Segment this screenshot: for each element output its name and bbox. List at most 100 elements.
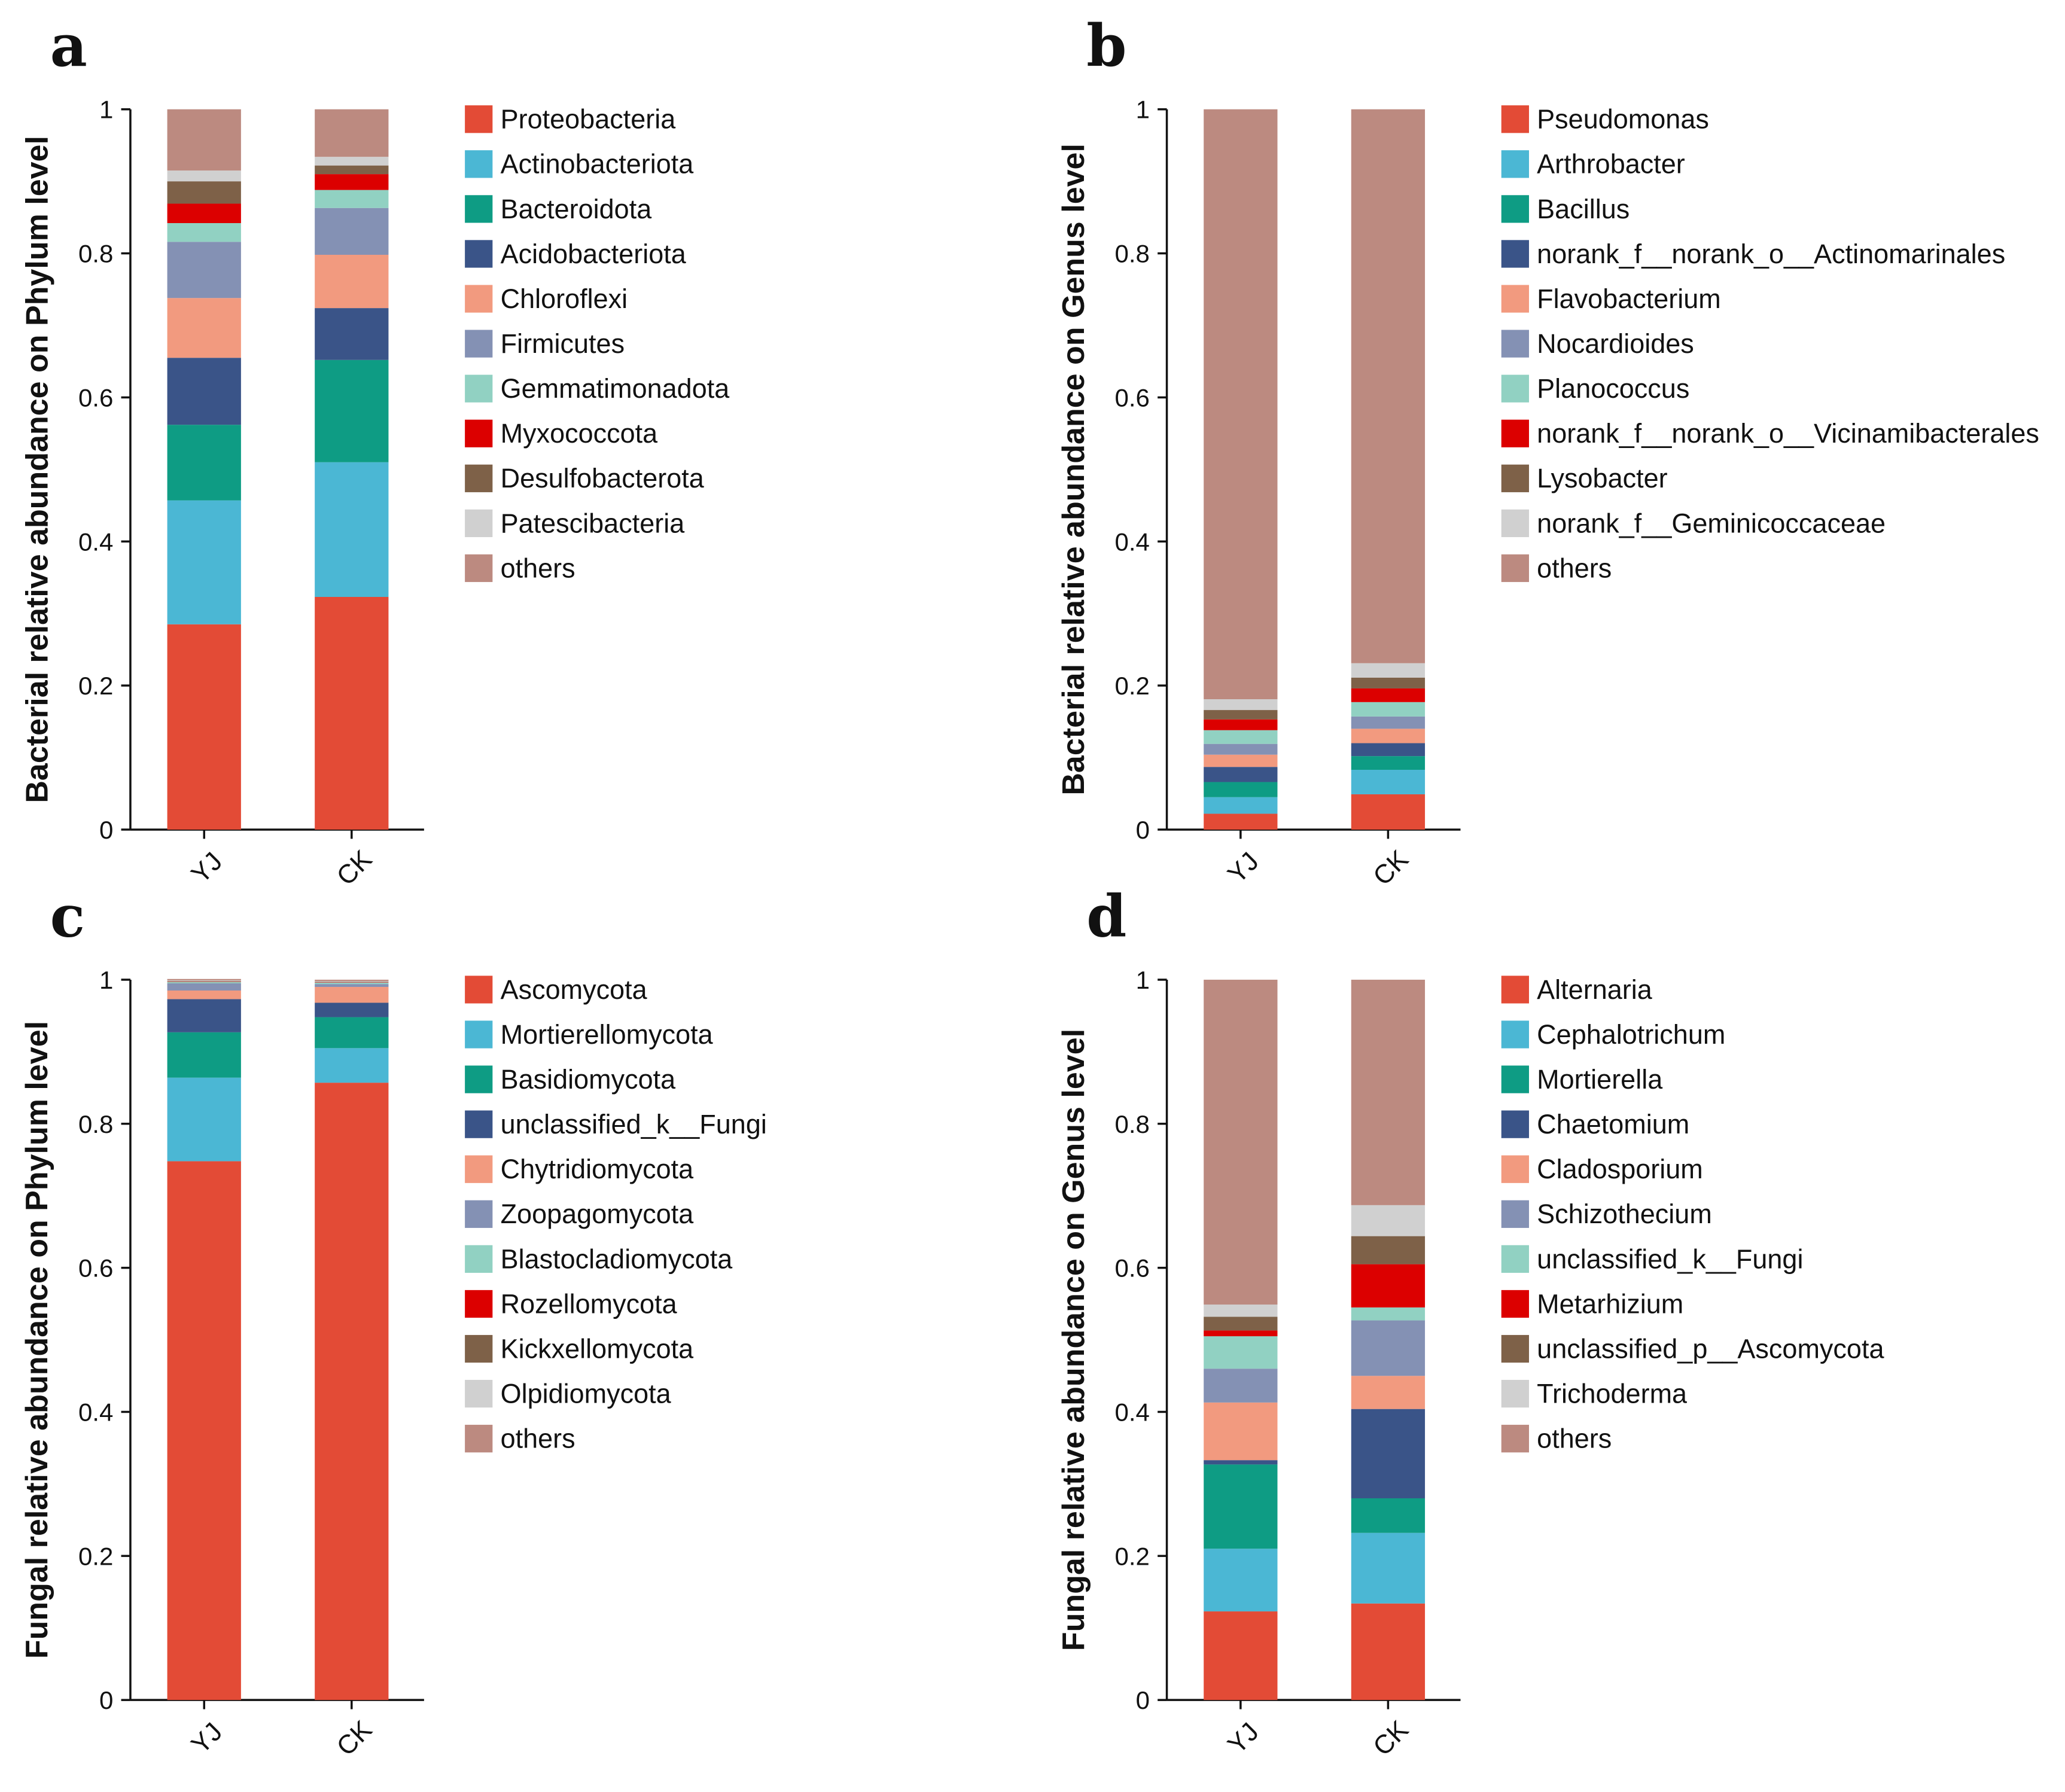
bar-segment-CK-Cephalotrichum — [1351, 1532, 1426, 1604]
legend-swatch-Cephalotrichum — [1501, 1020, 1529, 1049]
y-tick-label: 0.2 — [78, 1542, 113, 1570]
bar-segment-CK-Mortierellomycota — [315, 1048, 389, 1083]
bar-segment-CK-Myxococcota — [315, 174, 389, 190]
bar-segment-YJ-Olpidiomycota — [167, 980, 241, 982]
legend-label: Patescibacteria — [501, 508, 686, 538]
y-tick-label: 0.4 — [1115, 1398, 1150, 1426]
panel-letter: c — [50, 882, 85, 950]
chart-panel-c: c Fungal relative abundance on Phylum lev… — [20, 882, 767, 1761]
legend-swatch-norank_f__norank_o__Actinomarinales — [1501, 240, 1529, 268]
y-tick-label: 0.8 — [78, 1110, 113, 1138]
bar-segment-YJ-unclassified_p__Ascomycota — [1204, 1316, 1278, 1331]
legend-swatch-Rozellomycota — [465, 1290, 493, 1318]
x-tick-label-CK: CK — [1367, 1715, 1414, 1761]
y-tick-label: 0 — [99, 816, 113, 844]
bar-segment-CK-Proteobacteria — [315, 596, 389, 830]
bar-segment-CK-Chloroflexi — [315, 254, 389, 309]
legend-swatch-Cladosporium — [1501, 1155, 1529, 1183]
legend: Pseudomonas Arthrobacter Bacillus norank_f_… — [1501, 104, 2039, 583]
legend-swatch-Alternaria — [1501, 976, 1529, 1004]
legend-label: others — [501, 553, 575, 583]
bar-segment-YJ-Patescibacteria — [167, 170, 241, 182]
bar-segment-YJ-Chytridiomycota — [167, 991, 241, 999]
bar-segment-YJ-Trichoderma — [1204, 1305, 1278, 1317]
y-axis-label: Bacterial relative abundance on Genus le… — [1056, 144, 1091, 796]
chart-panel-b: b Bacterial relative abundance on Genus l… — [1056, 12, 2039, 891]
bar-segment-YJ-Mortierella — [1204, 1464, 1278, 1549]
bar-segment-CK-Desulfobacterota — [315, 165, 389, 175]
y-tick-label: 0 — [99, 1686, 113, 1714]
legend-label: Nocardioides — [1537, 328, 1694, 359]
x-tick-label-CK: CK — [331, 1715, 377, 1761]
bar-segment-CK-unclassified_p__Ascomycota — [1351, 1236, 1426, 1264]
bar-segment-YJ-Ascomycota — [167, 1161, 241, 1700]
legend-label: Zoopagomycota — [501, 1199, 695, 1229]
legend-label: norank_f__norank_o__Actinomarinales — [1537, 239, 2005, 269]
bar-segment-YJ-Basidiomycota — [167, 1032, 241, 1078]
legend-swatch-Blastocladiomycota — [465, 1245, 493, 1273]
legend-swatch-norank_f__Geminicoccaceae — [1501, 509, 1529, 538]
y-tick-label: 1 — [1136, 966, 1150, 994]
y-axis-label: Bacterial relative abundance on Phylum l… — [20, 136, 54, 803]
legend-swatch-Nocardioides — [1501, 330, 1529, 358]
bar-segment-CK-Lysobacter — [1351, 677, 1426, 688]
bar-segment-CK-Basidiomycota — [315, 1017, 389, 1049]
legend-swatch-Planococcus — [1501, 374, 1529, 403]
y-tick-label: 0.6 — [1115, 383, 1150, 412]
bar-segment-CK-Chytridiomycota — [315, 986, 389, 1003]
bar-segment-YJ-norank_f__norank_o__Vicinamibacterales — [1204, 719, 1278, 730]
legend-swatch-unclassified_k__Fungi — [1501, 1245, 1529, 1273]
bar-segment-CK-Arthrobacter — [1351, 770, 1426, 794]
legend-label: Mortierella — [1537, 1064, 1663, 1095]
legend: Alternaria Cephalotrichum Mortierella Chaet… — [1501, 974, 1884, 1454]
y-tick-label: 0.8 — [1115, 240, 1150, 268]
legend-label: Metarhizium — [1537, 1288, 1683, 1319]
bar-segment-CK-Nocardioides — [1351, 716, 1426, 729]
bar-segment-YJ-Nocardioides — [1204, 743, 1278, 755]
bar-segment-YJ-Bacillus — [1204, 782, 1278, 797]
bar-segment-CK-Olpidiomycota — [315, 981, 389, 982]
legend-swatch-Olpidiomycota — [465, 1379, 493, 1408]
y-tick-label: 1 — [99, 96, 113, 124]
bar-segment-YJ-Firmicutes — [167, 242, 241, 298]
legend-label: Mortierellomycota — [501, 1019, 714, 1050]
bar-segment-YJ-Arthrobacter — [1204, 797, 1278, 814]
legend-label: Ascomycota — [501, 974, 648, 1005]
legend-swatch-Myxococcota — [465, 419, 493, 447]
bar-segment-YJ-norank_f__Geminicoccaceae — [1204, 699, 1278, 711]
legend-swatch-Arthrobacter — [1501, 150, 1529, 178]
legend-label: Blastocladiomycota — [501, 1244, 733, 1274]
legend-label: Myxococcota — [501, 418, 659, 449]
bar-segment-CK-Chaetomium — [1351, 1409, 1426, 1498]
y-tick-label: 0.4 — [78, 528, 113, 556]
legend-swatch-Mortierella — [1501, 1065, 1529, 1093]
bar-segment-CK-Zoopagomycota — [315, 984, 389, 987]
legend-swatch-Flavobacterium — [1501, 285, 1529, 313]
y-tick-label: 0 — [1136, 1686, 1150, 1714]
bar-segment-YJ-Myxococcota — [167, 203, 241, 223]
legend-label: others — [1537, 1424, 1612, 1454]
y-tick-label: 0.4 — [1115, 528, 1150, 556]
bar-segment-CK-Firmicutes — [315, 208, 389, 255]
bar-segment-CK-Planococcus — [1351, 702, 1426, 717]
legend-label: Cladosporium — [1537, 1154, 1703, 1184]
bar-segment-YJ-Alternaria — [1204, 1611, 1278, 1700]
legend-swatch-Gemmatimonadota — [465, 374, 493, 403]
bar-segment-CK-Flavobacterium — [1351, 729, 1426, 743]
bar-segment-CK-Trichoderma — [1351, 1205, 1426, 1236]
legend: Ascomycota Mortierellomycota Basidiomycota… — [465, 974, 767, 1454]
legend-swatch-Pseudomonas — [1501, 105, 1529, 133]
legend-label: Rozellomycota — [501, 1288, 678, 1319]
y-tick-label: 0.6 — [78, 1254, 113, 1282]
bar-segment-YJ-norank_f__norank_o__Actinomarinales — [1204, 767, 1278, 782]
bar-segment-CK-Ascomycota — [315, 1083, 389, 1700]
bar-segment-CK-Alternaria — [1351, 1603, 1426, 1700]
bar-segment-YJ-others — [167, 109, 241, 171]
legend-label: Arthrobacter — [1537, 149, 1685, 179]
x-tick-label-YJ: YJ — [185, 1717, 228, 1760]
bar-segment-CK-Kickxellomycota — [315, 982, 389, 983]
y-axis-label: Fungal relative abundance on Genus level — [1056, 1029, 1091, 1651]
legend-label: Chloroflexi — [501, 284, 628, 314]
bar-segment-CK-Bacteroidota — [315, 359, 389, 462]
